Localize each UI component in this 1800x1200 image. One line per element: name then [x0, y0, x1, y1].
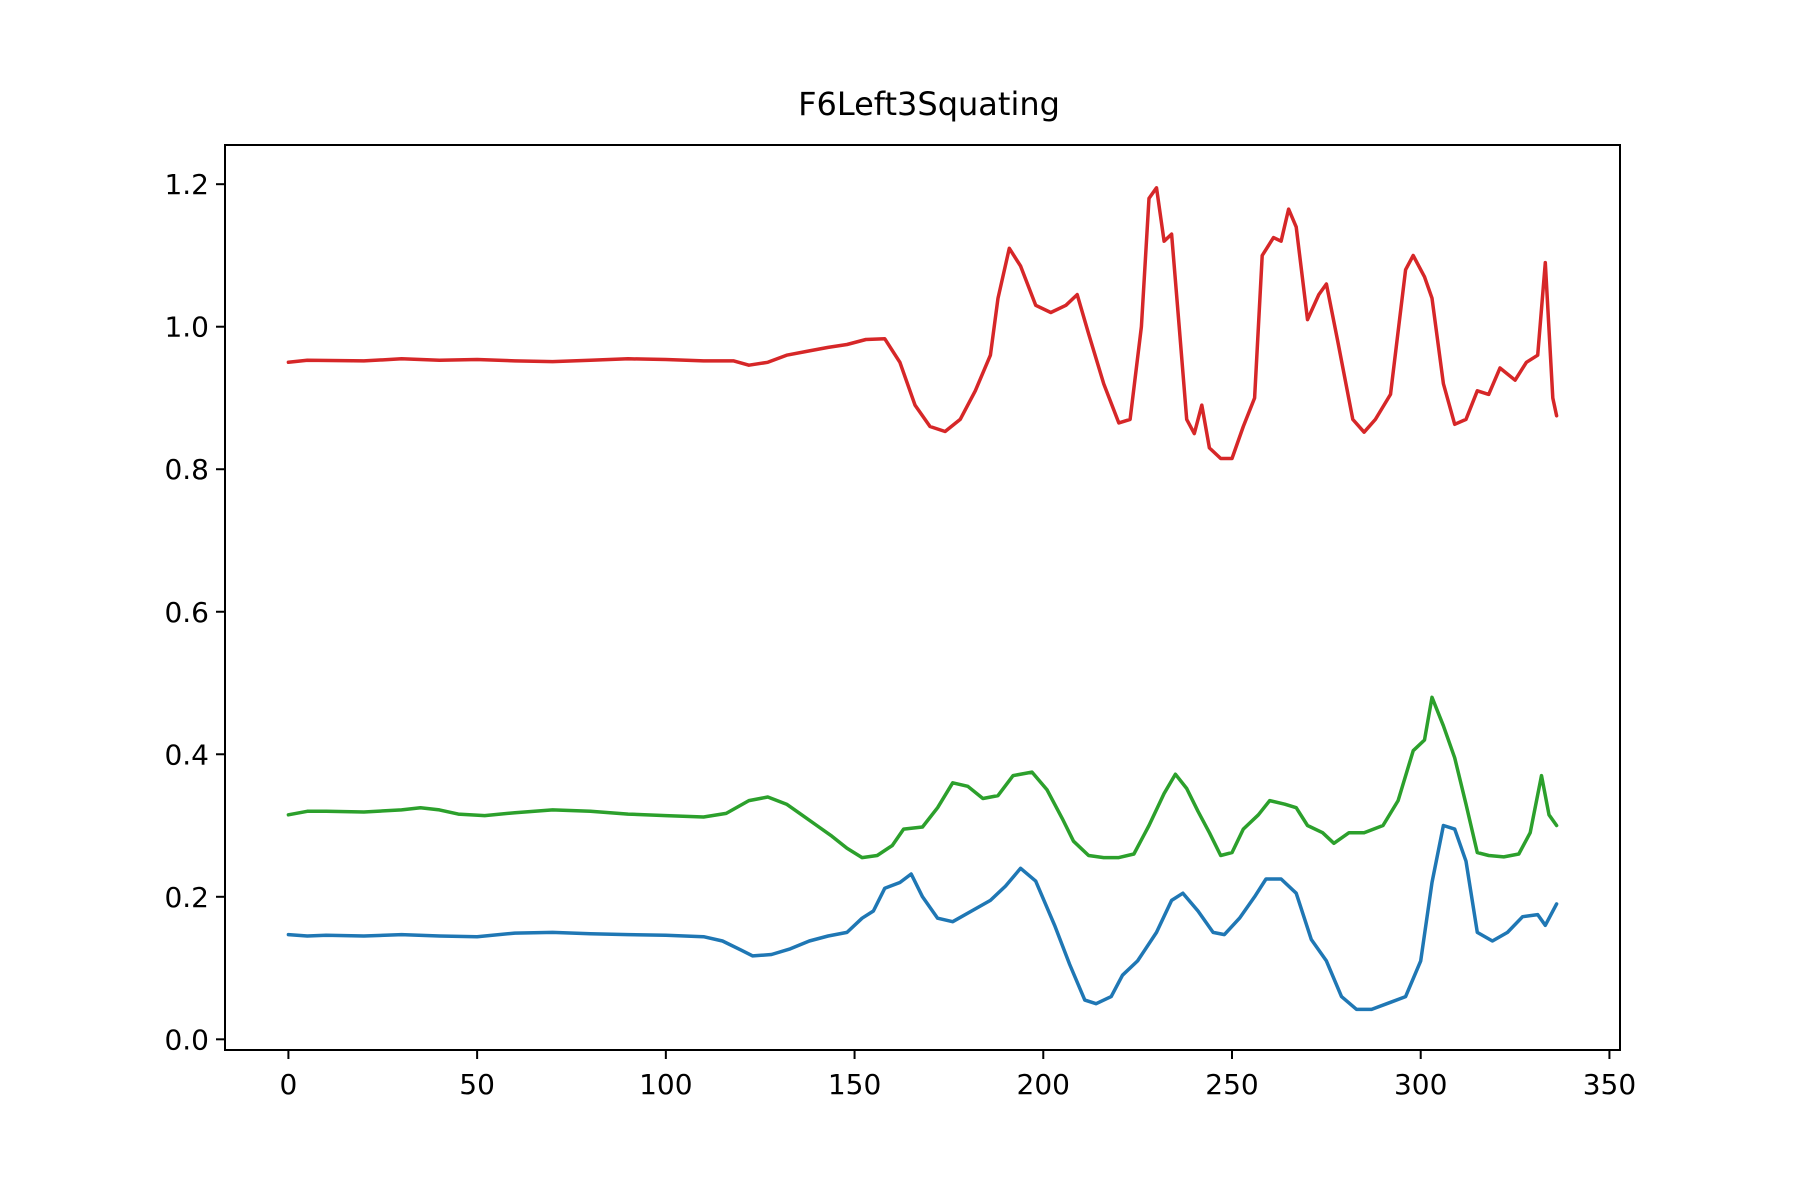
- x-tick-label: 150: [828, 1068, 881, 1101]
- chart-title: F6Left3Squating: [798, 85, 1060, 123]
- x-tick-label: 350: [1583, 1068, 1636, 1101]
- y-tick-label: 1.0: [164, 311, 209, 344]
- series-line-3: [286, 186, 1559, 461]
- x-tick-label: 300: [1394, 1068, 1447, 1101]
- y-tick-label: 0.8: [164, 453, 209, 486]
- y-tick-label: 0.0: [164, 1023, 209, 1056]
- y-tick-label: 0.6: [164, 596, 209, 629]
- y-tick-label: 1.2: [164, 168, 209, 201]
- x-tick-label: 200: [1017, 1068, 1070, 1101]
- plot-frame: [224, 144, 1621, 1051]
- y-axis: 0.0 0.2 0.4 0.6 0.8 1.0 1.2: [164, 168, 225, 1056]
- series-line-2: [286, 695, 1559, 860]
- series-layer: [286, 186, 1559, 1012]
- y-tick-label: 0.2: [164, 881, 209, 914]
- x-tick-label: 50: [459, 1068, 495, 1101]
- x-tick-label: 250: [1205, 1068, 1258, 1101]
- x-tick-label: 100: [639, 1068, 692, 1101]
- y-tick-label: 0.4: [164, 738, 209, 771]
- x-axis: 0 50 100 150 200 250 300 350: [279, 1050, 1636, 1101]
- series-line-1: [286, 823, 1559, 1012]
- x-tick-label: 0: [279, 1068, 297, 1101]
